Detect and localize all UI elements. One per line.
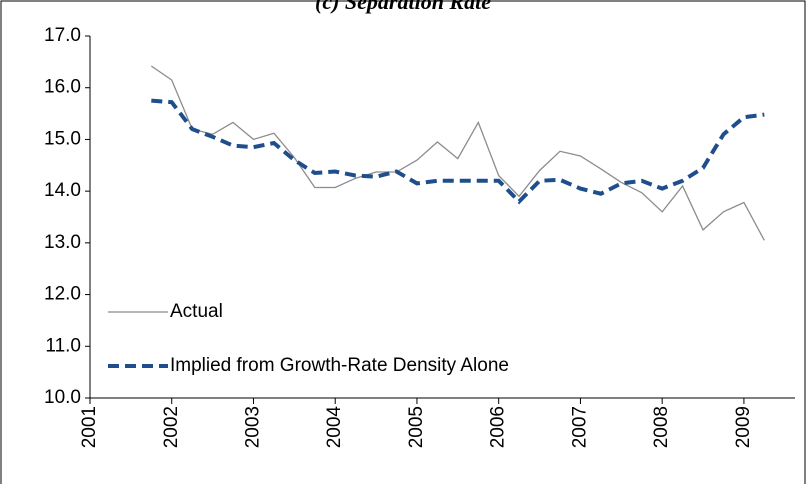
y-tick-label: 10.0	[44, 387, 81, 408]
y-tick-label: 16.0	[44, 77, 81, 98]
x-tick-label: 2008	[651, 406, 672, 448]
x-tick-label: 2006	[488, 406, 509, 448]
y-tick-label: 15.0	[44, 128, 81, 149]
y-tick-label: 11.0	[45, 335, 81, 356]
y-tick-label: 13.0	[44, 232, 81, 253]
x-tick-label: 2001	[79, 406, 100, 448]
x-tick-label: 2003	[242, 406, 263, 448]
x-tick-label: 2005	[406, 406, 427, 448]
y-tick-label: 14.0	[44, 180, 81, 201]
legend-label: Implied from Growth-Rate Density Alone	[170, 355, 509, 376]
x-tick-label: 2007	[569, 406, 590, 448]
y-tick-label: 12.0	[44, 284, 81, 305]
x-tick-label: 2002	[161, 406, 182, 448]
legend-label: Actual	[170, 301, 223, 322]
y-tick-label: 17.0	[44, 25, 81, 46]
series-line	[150, 65, 765, 241]
x-tick-label: 2009	[733, 406, 754, 448]
series-line	[151, 98, 765, 205]
x-tick-label: 2004	[324, 406, 345, 449]
chart-title: (c) Separation Rate	[315, 0, 491, 14]
